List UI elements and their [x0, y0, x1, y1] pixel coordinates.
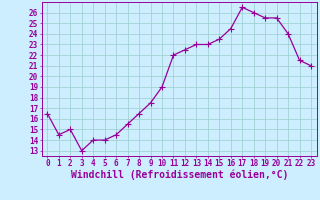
X-axis label: Windchill (Refroidissement éolien,°C): Windchill (Refroidissement éolien,°C): [70, 170, 288, 180]
